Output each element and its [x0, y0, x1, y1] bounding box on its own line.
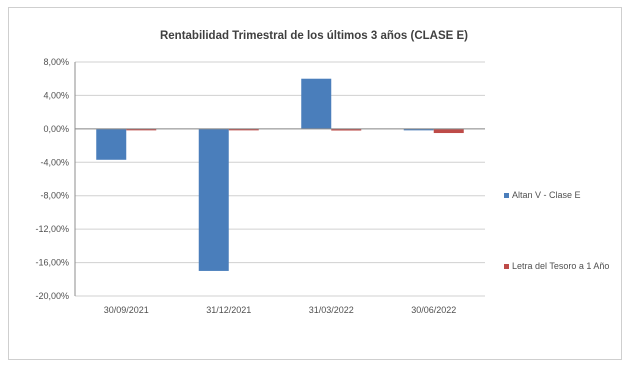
- legend-label: Altan V - Clase E: [512, 190, 581, 200]
- y-tick-label: -16,00%: [35, 258, 69, 268]
- y-tick-label: -4,00%: [40, 157, 69, 167]
- x-axis-ticks: 30/09/2021 31/12/2021 31/03/2022 30/06/2022: [104, 305, 457, 315]
- axes: [74, 62, 485, 296]
- gridlines: [75, 61, 485, 297]
- bar-series-1: [301, 78, 332, 129]
- bar-chart: Rentabilidad Trimestral de los últimos 3…: [35, 30, 609, 315]
- chart-title: Rentabilidad Trimestral de los últimos 3…: [160, 30, 468, 42]
- y-tick-label: 8,00%: [43, 57, 69, 67]
- x-tick-label: 31/03/2022: [309, 305, 354, 315]
- y-tick-label: -20,00%: [35, 291, 69, 301]
- bar-series-1: [198, 128, 229, 271]
- x-tick-label: 30/09/2021: [104, 305, 149, 315]
- y-tick-label: 4,00%: [43, 90, 69, 100]
- chart-container: Rentabilidad Trimestral de los últimos 3…: [8, 7, 622, 360]
- y-tick-label: -8,00%: [40, 191, 69, 201]
- y-tick-label: -12,00%: [35, 224, 69, 234]
- legend-swatch: [504, 193, 509, 198]
- bar-series-2: [126, 128, 157, 131]
- y-tick-label: 0,00%: [43, 124, 69, 134]
- legend: Altan V - Clase E Letra del Tesoro a 1 Añ…: [504, 190, 609, 271]
- x-tick-label: 30/06/2022: [411, 305, 456, 315]
- x-tick-label: 31/12/2021: [206, 305, 251, 315]
- bar-series-1: [403, 128, 434, 131]
- bar-series-2: [433, 128, 464, 134]
- legend-label: Letra del Tesoro a 1 Año: [512, 261, 609, 271]
- bar-series-2: [228, 128, 259, 131]
- y-axis-ticks: 8,00% 4,00% 0,00% -4,00% -8,00% -12,00% -16,00…: [35, 57, 69, 301]
- bar-series-2: [331, 128, 362, 131]
- legend-swatch: [504, 264, 509, 269]
- bars: [96, 78, 464, 271]
- bar-series-1: [96, 128, 127, 160]
